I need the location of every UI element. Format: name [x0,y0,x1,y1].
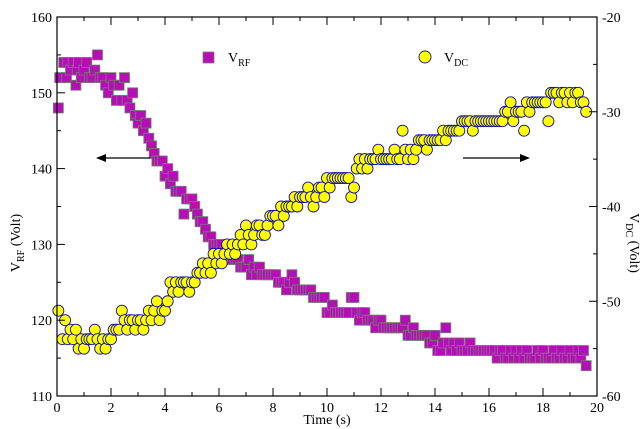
vrf-point [348,292,360,303]
x-axis-label: Time (s) [303,413,351,428]
vrf-point [124,102,136,114]
vrf-point [113,79,125,91]
y-axis-left-label: VRF (Volt) [9,214,27,273]
x-tick-label: 0 [54,401,61,416]
legend-item-vdc: VDC [418,50,468,69]
vdc-point [342,172,355,185]
x-tick-label: 18 [536,401,550,416]
y-left-tick-label: 110 [32,390,52,405]
vdc-point [318,191,331,203]
x-tick-label: 16 [482,401,496,416]
vrf-point [578,345,589,356]
vrf-point [70,79,82,91]
vrf-point [52,102,64,114]
vrf-point [92,49,103,61]
y-left-tick-label: 120 [31,314,52,329]
y-left-tick-label: 150 [31,87,52,102]
vrf-point [127,87,138,99]
vdc-point [539,96,552,109]
vrf-point [429,329,441,341]
x-tick-label: 14 [428,401,442,416]
vrf-point [162,163,174,175]
legend-item-vrf: VRF [202,51,251,69]
vdc-point [504,96,517,109]
vrf-point [135,110,147,121]
y-left-tick-label: 130 [31,238,52,253]
plot-frame [56,16,598,397]
vrf-point [243,254,255,265]
vdc-point [272,219,285,232]
arrow-right [463,154,530,162]
legend-label-vdc: VDC [444,51,468,69]
vrf-series [52,49,592,372]
axes: 0 2 4 6 8 10 12 14 16 18 20 110 120 130 140 150 160 -60 -5… [31,11,621,416]
x-tick-label: 12 [374,401,388,416]
vdc-point [518,124,531,137]
vrf-point [399,314,411,326]
legend: VRF VDC [202,50,468,69]
vrf-point [119,72,130,84]
vrf-point [140,117,152,129]
legend-marker-square [202,51,215,64]
vrf-point [580,360,592,372]
vrf-point [318,292,330,303]
vdc-point [161,295,174,308]
x-tick-label: 20 [590,401,604,416]
x-tick-label: 2 [108,401,115,416]
x-tick-label: 4 [162,401,169,416]
y-right-tick-label: -30 [602,106,621,121]
x-tick-label: 6 [216,401,223,416]
vrf-point [167,170,179,182]
y-right-tick-label: -40 [602,201,621,216]
vrf-point [178,208,190,220]
arrow-left [96,154,150,162]
x-tick-label: 8 [270,401,277,416]
vdc-point [542,115,555,128]
legend-label-vrf: VRF [228,51,251,69]
y-axis-right-label: VDC (Volt) [623,213,640,273]
y-left-tick-label: 140 [31,163,52,178]
y-left-tick-label: 160 [31,11,52,26]
vdc-point [52,304,65,317]
vrf-point [175,185,187,197]
y-right-tick-label: -20 [602,11,621,26]
vdc-point [69,323,82,336]
y-right-tick-label: -50 [602,295,621,310]
x-tick-label: 10 [320,401,334,416]
vrf-point [440,322,452,334]
y-right-tick-label: -60 [602,390,621,405]
vdc-point [396,124,409,137]
vdc-point [348,181,360,194]
vdc-series [52,86,593,355]
vrf-point [81,57,93,68]
vdc-point [204,266,217,279]
legend-marker-circle [418,50,432,64]
